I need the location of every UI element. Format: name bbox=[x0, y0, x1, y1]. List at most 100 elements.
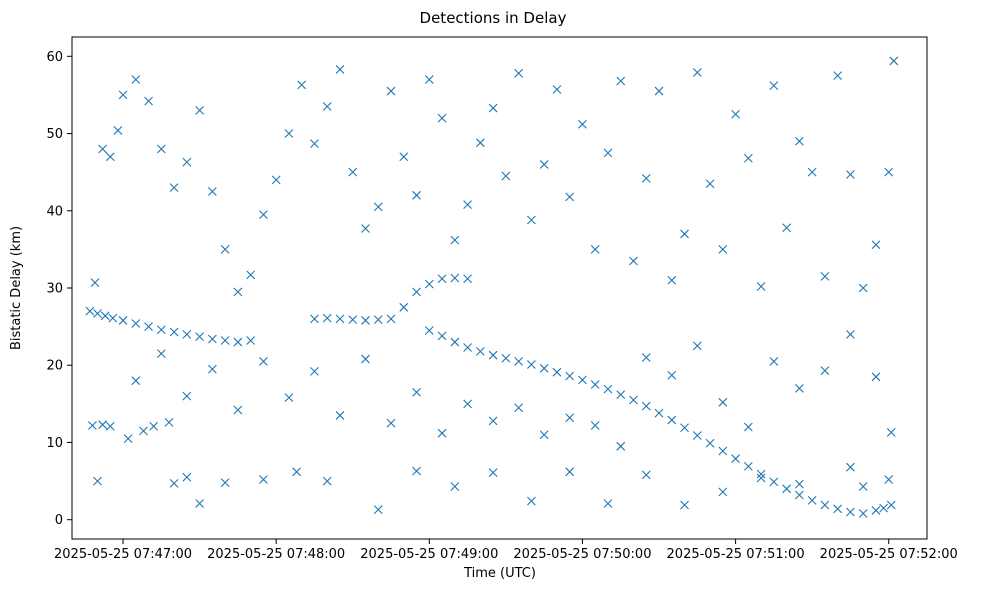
data-point bbox=[616, 441, 626, 451]
data-point bbox=[794, 136, 804, 146]
chart-title: Detections in Delay bbox=[420, 9, 567, 27]
data-point bbox=[565, 467, 575, 477]
data-point bbox=[118, 90, 128, 100]
data-point bbox=[718, 487, 728, 497]
data-point bbox=[246, 336, 256, 345]
data-point bbox=[705, 438, 715, 448]
data-point bbox=[335, 65, 345, 74]
data-point bbox=[450, 273, 460, 283]
data-point bbox=[207, 334, 217, 344]
data-point bbox=[207, 187, 217, 196]
data-point bbox=[322, 476, 332, 486]
data-point bbox=[361, 224, 370, 233]
data-point bbox=[884, 167, 894, 177]
data-point bbox=[105, 152, 115, 162]
data-point bbox=[361, 316, 370, 325]
data-point bbox=[769, 477, 779, 487]
data-point bbox=[565, 413, 575, 423]
data-point bbox=[297, 80, 307, 90]
data-point bbox=[807, 167, 817, 177]
data-point bbox=[424, 75, 434, 84]
data-point bbox=[259, 356, 268, 366]
x-tick-label: 2025-05-25 07:49:00 bbox=[360, 547, 498, 562]
data-point bbox=[889, 56, 899, 66]
data-point bbox=[412, 387, 421, 397]
data-point bbox=[412, 466, 421, 476]
data-point bbox=[488, 416, 498, 426]
data-point bbox=[131, 376, 141, 386]
data-point bbox=[131, 319, 141, 328]
data-point bbox=[233, 337, 243, 347]
data-point bbox=[182, 329, 192, 339]
data-point bbox=[833, 71, 843, 81]
data-point bbox=[195, 499, 205, 508]
y-tick-label: 10 bbox=[46, 436, 63, 451]
data-point bbox=[565, 192, 575, 202]
data-point bbox=[782, 484, 792, 494]
data-point bbox=[590, 421, 600, 430]
data-point bbox=[463, 399, 472, 409]
data-point bbox=[756, 469, 766, 479]
data-point bbox=[123, 434, 133, 443]
data-point bbox=[680, 423, 689, 433]
data-point bbox=[692, 341, 702, 351]
data-point bbox=[182, 157, 192, 167]
data-point bbox=[98, 420, 108, 430]
data-point bbox=[149, 421, 159, 431]
data-point bbox=[680, 500, 689, 510]
data-point bbox=[794, 490, 804, 500]
data-point bbox=[629, 256, 638, 266]
data-point bbox=[310, 139, 319, 148]
data-point bbox=[692, 431, 702, 440]
data-point bbox=[361, 354, 370, 364]
data-point bbox=[169, 327, 179, 337]
data-point bbox=[527, 496, 536, 506]
data-point bbox=[871, 372, 881, 382]
data-point bbox=[373, 505, 383, 515]
data-point bbox=[514, 356, 524, 366]
data-point bbox=[782, 223, 792, 233]
data-point bbox=[552, 367, 562, 377]
data-point bbox=[475, 138, 485, 148]
data-point bbox=[641, 401, 651, 411]
data-point bbox=[156, 349, 166, 359]
data-point bbox=[654, 86, 664, 96]
data-point bbox=[578, 119, 587, 129]
data-point bbox=[93, 476, 102, 486]
data-point bbox=[858, 509, 868, 518]
data-point bbox=[820, 366, 830, 376]
data-point bbox=[412, 190, 421, 200]
data-point bbox=[488, 103, 498, 113]
data-point bbox=[220, 478, 230, 488]
data-point bbox=[743, 422, 753, 432]
data-point bbox=[463, 200, 472, 209]
data-point bbox=[871, 240, 881, 250]
data-point bbox=[552, 85, 562, 94]
data-point bbox=[590, 380, 600, 389]
data-point bbox=[220, 336, 230, 345]
x-axis-label: Time (UTC) bbox=[463, 566, 536, 581]
data-point bbox=[654, 408, 664, 418]
data-point bbox=[718, 397, 728, 407]
y-axis-label: Bistatic Delay (km) bbox=[9, 226, 24, 350]
data-point bbox=[424, 279, 434, 289]
data-point bbox=[475, 346, 485, 356]
data-point bbox=[399, 302, 409, 312]
data-point bbox=[182, 472, 192, 482]
data-point bbox=[667, 415, 677, 425]
y-tick-label: 60 bbox=[46, 50, 63, 65]
data-point bbox=[450, 235, 460, 245]
data-point bbox=[437, 113, 447, 123]
plot-area bbox=[85, 56, 899, 518]
plot-frame bbox=[71, 36, 928, 540]
data-point bbox=[846, 329, 855, 339]
data-point bbox=[108, 313, 118, 323]
data-point bbox=[424, 326, 434, 335]
y-axis: 0 10 20 30 40 50 60 bbox=[46, 50, 72, 528]
data-point bbox=[463, 274, 472, 284]
data-point bbox=[680, 229, 689, 239]
data-point bbox=[756, 282, 766, 291]
data-point bbox=[858, 482, 868, 491]
data-point bbox=[322, 102, 332, 111]
data-point bbox=[846, 170, 855, 179]
